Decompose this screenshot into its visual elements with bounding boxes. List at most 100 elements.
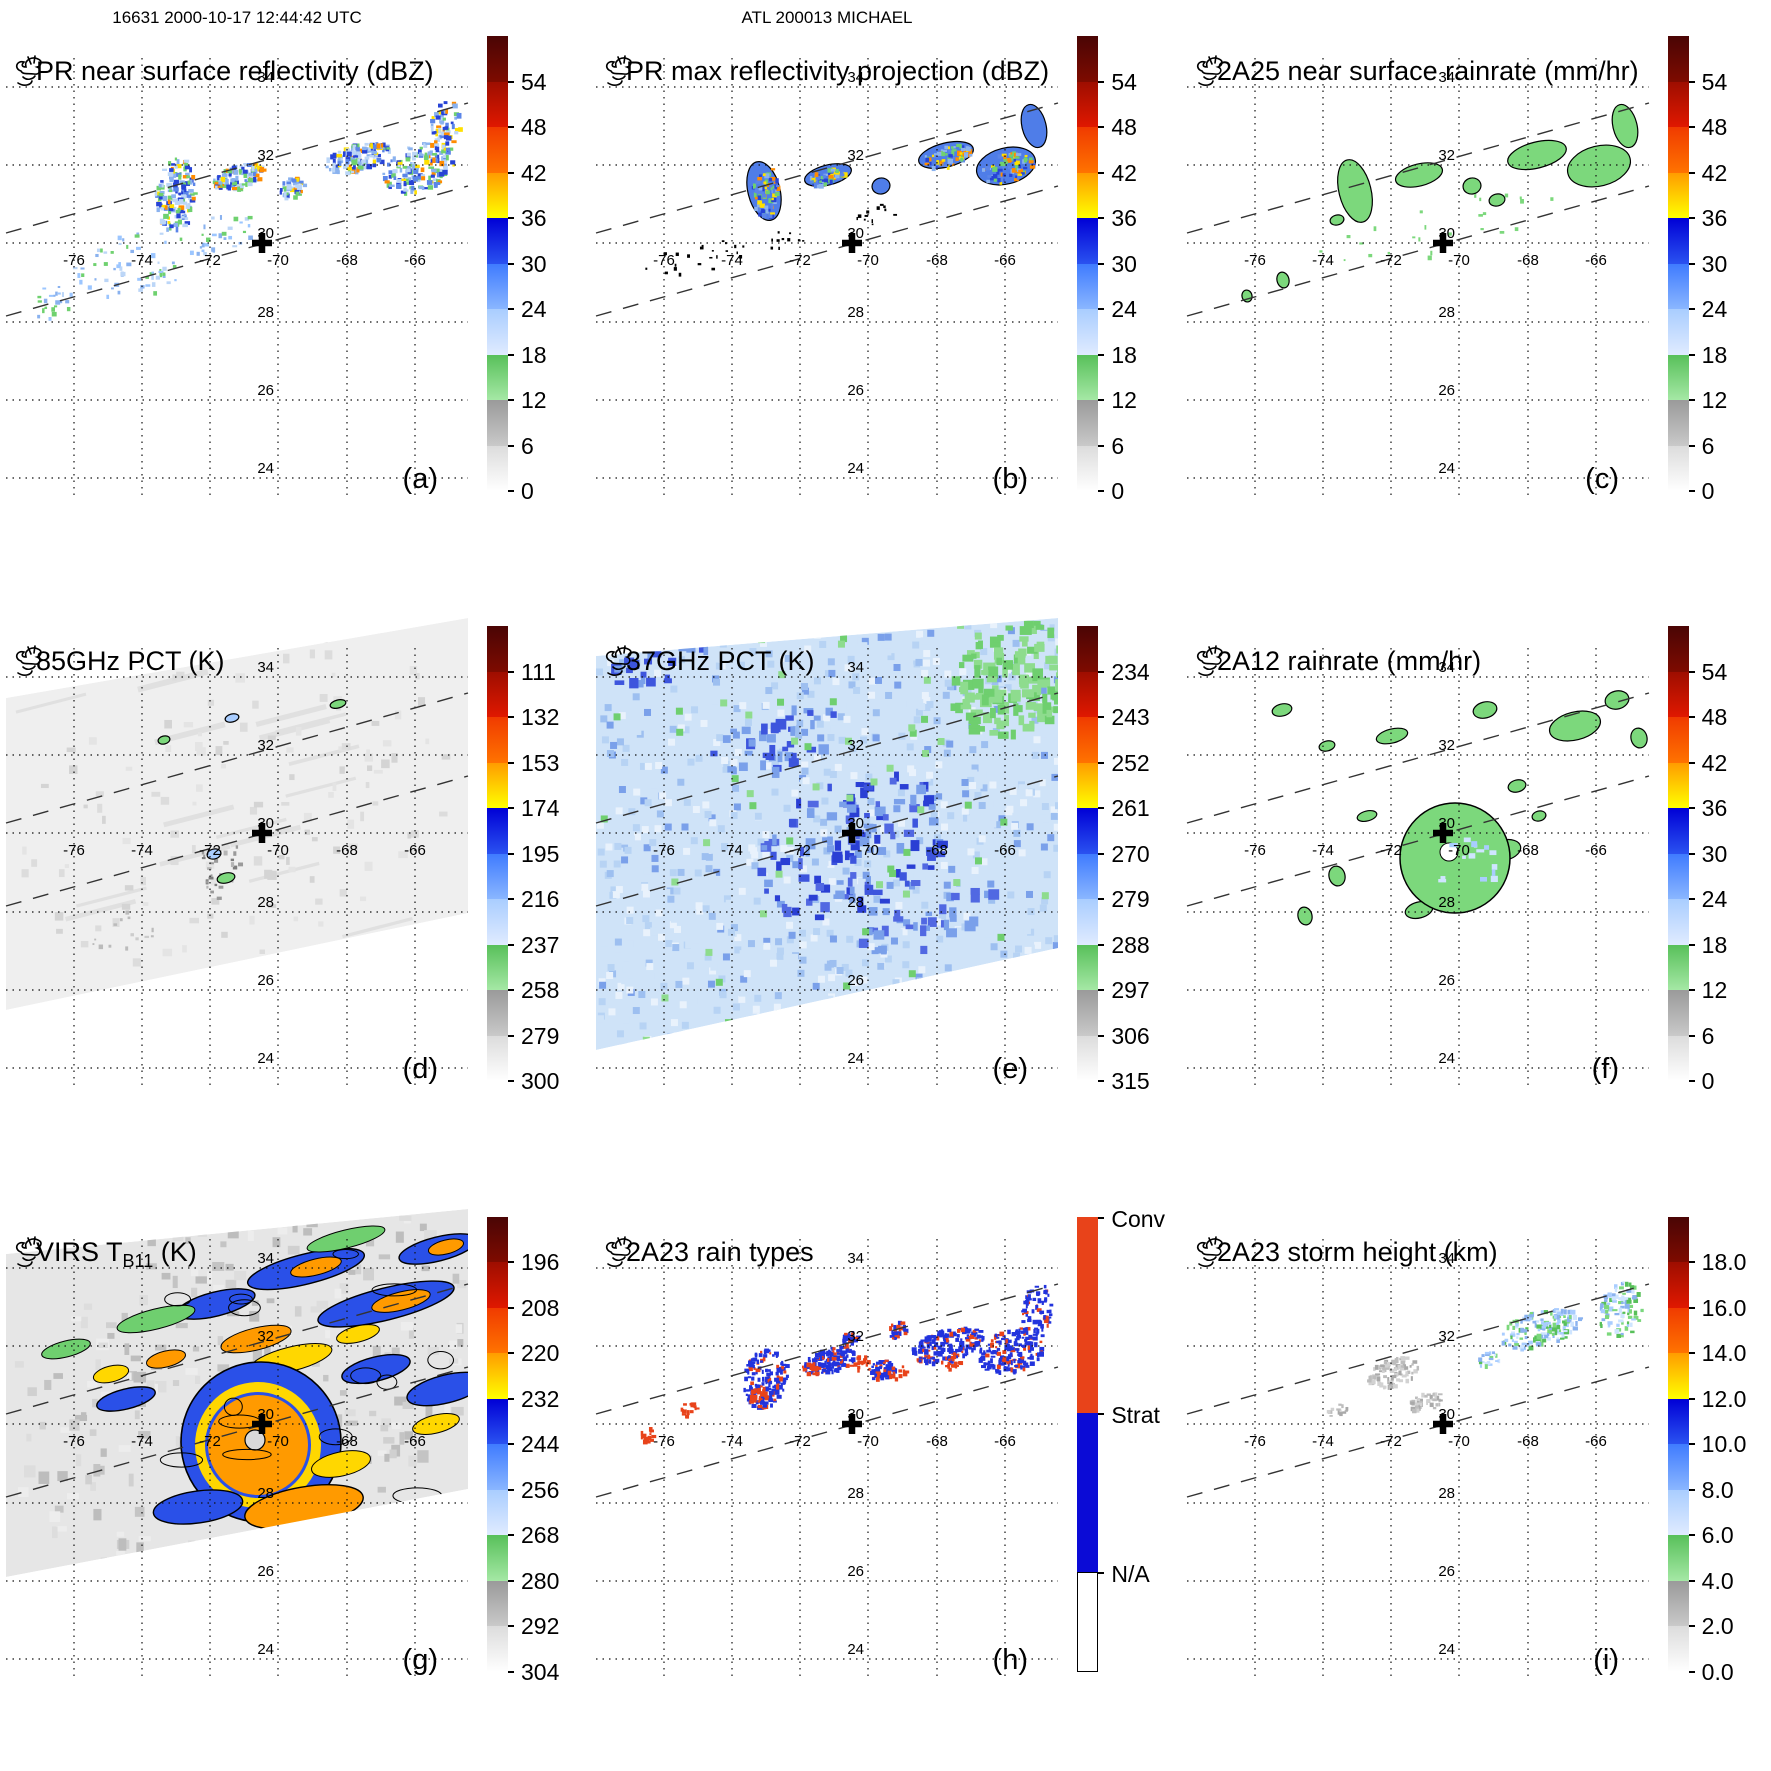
colorbar-segment	[1667, 1626, 1689, 1672]
colorbar-segment	[1077, 990, 1099, 1036]
colorbar-tick	[1688, 898, 1695, 901]
colorbar-label: 36	[1111, 205, 1137, 231]
colorbar-label: 16.0	[1701, 1294, 1747, 1321]
graticule	[6, 648, 468, 1087]
storm-center-marker	[842, 823, 863, 844]
colorbar-tick	[508, 1352, 514, 1355]
colorbar-label: N/A	[1111, 1560, 1150, 1587]
panel-f-title: 2A12 rainrate (mm/hr)	[1217, 646, 1481, 676]
colorbar-tick	[1688, 217, 1695, 219]
colorbar-tick	[508, 670, 514, 673]
colorbar-segment	[1077, 762, 1099, 809]
colorbar-label: 18	[1111, 341, 1137, 368]
lon-label: -72	[199, 252, 221, 269]
colorbar-segment	[487, 1353, 508, 1399]
lat-label: 28	[848, 894, 865, 911]
colorbar-label: 24	[1701, 296, 1728, 322]
colorbar-label: 292	[521, 1613, 560, 1640]
panel-a-letter: (a)	[403, 463, 438, 495]
colorbar-label: 234	[1111, 658, 1150, 685]
colorbar-segment	[487, 263, 508, 309]
lat-label: 32	[257, 737, 274, 754]
panel-g-title: VIRS TB11 (K)	[36, 1237, 197, 1271]
lat-label: 28	[848, 304, 865, 321]
colorbar-label: 54	[1701, 658, 1728, 685]
graticule	[1186, 1238, 1649, 1677]
colorbar-segment	[1667, 853, 1689, 900]
lon-label: -66	[404, 842, 426, 859]
colorbar-tick	[1098, 353, 1105, 356]
colorbar-tick	[508, 1625, 514, 1628]
colorbar-tick	[1688, 1670, 1695, 1673]
colorbar-tick	[508, 1579, 514, 1582]
panel-c: 34 32 30 28 26 24 -76 -74 -72 -70 -68 -66 2A25 near …	[1181, 0, 1771, 590]
colorbar-label: 36	[521, 205, 547, 231]
lat-label: 34	[848, 1250, 865, 1267]
colorbar-tick	[1098, 1080, 1105, 1083]
colorbar-label: 153	[521, 749, 560, 776]
panel-a-data-field	[37, 101, 463, 321]
colorbar-segment	[1077, 944, 1099, 991]
colorbar-segment	[1077, 1412, 1099, 1572]
colorbar-segment	[487, 1307, 508, 1354]
colorbar-tick	[1688, 171, 1695, 174]
colorbar-segment	[1077, 626, 1099, 672]
colorbar-label: 42	[1111, 159, 1137, 186]
colorbar-tick	[508, 807, 514, 810]
colorbar-tick	[508, 217, 514, 219]
colorbar-label: 195	[521, 840, 560, 867]
panel-d-letter: (d)	[403, 1053, 438, 1085]
panel-e-colorbar: 234 243 252 261 270 279 288 297 306 315	[1077, 626, 1150, 1094]
colorbar-segment	[1077, 263, 1099, 309]
colorbar-tick	[508, 490, 514, 492]
lon-label: -66	[994, 1433, 1016, 1450]
lon-label: -66	[1585, 1433, 1607, 1450]
panel-h-colorbar: Conv Strat N/A	[1077, 1206, 1165, 1672]
panel-b: 34 32 30 28 26 24 -76 -74 -72 -70 -68 -66 PR max ref…	[590, 0, 1180, 590]
colorbar-label: 6	[1111, 432, 1125, 459]
colorbar-label: 4.0	[1701, 1567, 1734, 1594]
colorbar-label: Strat	[1111, 1401, 1160, 1428]
lon-label: -74	[721, 1433, 743, 1450]
storm-center-marker	[252, 233, 272, 253]
colorbar-tick	[1688, 670, 1695, 673]
lon-label: -72	[1380, 842, 1402, 859]
lon-label: -76	[653, 252, 675, 269]
lat-label: 28	[1438, 1485, 1455, 1502]
lat-label: 34	[1438, 659, 1455, 676]
colorbar-segment	[1077, 309, 1099, 355]
colorbar-segment	[1667, 172, 1689, 218]
colorbar-label: 12.0	[1701, 1385, 1747, 1412]
hurricane-symbol-icon	[1196, 55, 1223, 86]
colorbar-tick	[508, 1397, 514, 1400]
panel-i-letter: (i)	[1593, 1644, 1619, 1676]
swath-edge-lines	[1186, 1282, 1649, 1498]
colorbar-tick	[508, 1670, 514, 1673]
colorbar-segment	[1667, 626, 1689, 672]
colorbar-label: 111	[521, 658, 556, 685]
lat-label: 34	[1438, 1250, 1455, 1267]
panel-f: 34 32 30 28 26 24 -76 -74 -72 -70 -68 -66 2A12 rainr…	[1181, 590, 1771, 1180]
hurricane-symbol-icon	[606, 1235, 633, 1267]
lon-label: -66	[1585, 252, 1607, 269]
storm-center-marker	[252, 823, 272, 844]
lat-label: 32	[848, 147, 865, 164]
colorbar-tick	[508, 1261, 514, 1264]
panel-b-data-field	[645, 103, 1048, 277]
colorbar-label: 244	[521, 1431, 560, 1458]
colorbar-segment	[487, 671, 508, 718]
colorbar-label: 196	[521, 1249, 560, 1276]
graticule	[6, 58, 468, 496]
colorbar-label: 0.0	[1701, 1658, 1734, 1685]
colorbar-label: 54	[1701, 68, 1728, 95]
hurricane-symbol-icon	[15, 55, 42, 86]
colorbar-label: 216	[521, 886, 560, 913]
colorbar-segment	[487, 1626, 508, 1672]
lon-label: -68	[336, 1433, 358, 1450]
colorbar-label: 24	[1111, 296, 1137, 322]
colorbar-tick	[508, 399, 514, 401]
colorbar-label: 48	[521, 114, 547, 140]
